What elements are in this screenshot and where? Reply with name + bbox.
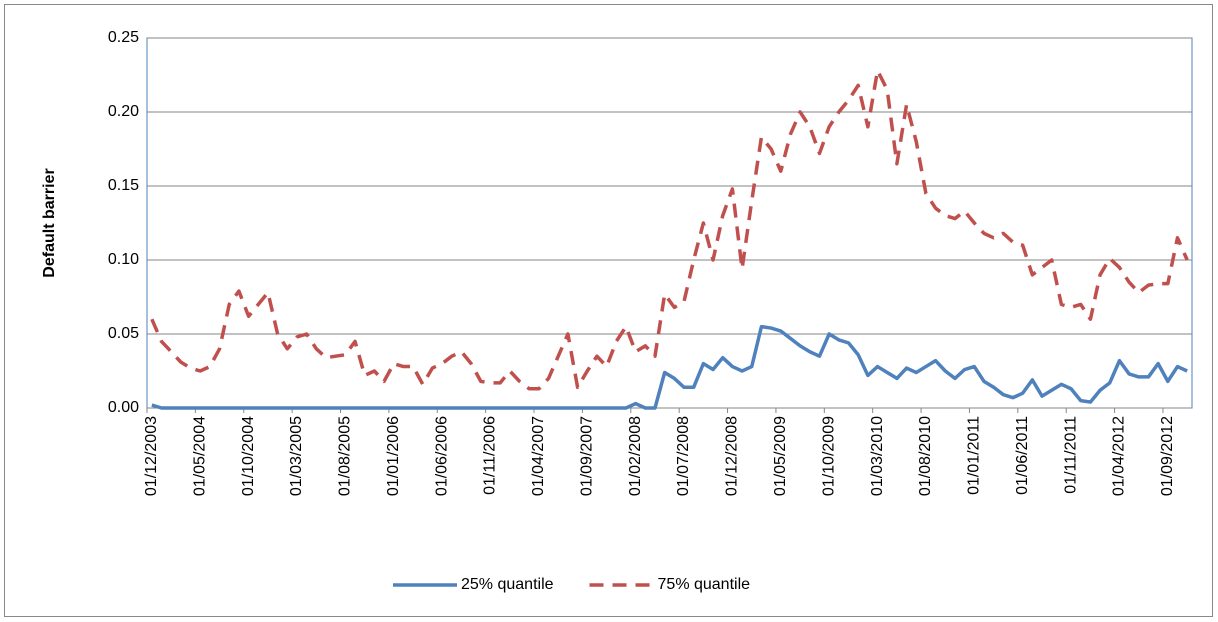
x-tick-label: 01/11/2006 — [482, 416, 499, 495]
series-line — [150, 68, 1189, 391]
x-tick-label: 01/03/2010 — [869, 416, 886, 496]
x-tick-label: 01/09/2007 — [578, 416, 595, 496]
x-tick-label: 01/03/2005 — [288, 416, 305, 496]
x-tick-label: 01/10/2004 — [240, 416, 257, 496]
chart-border — [4, 4, 1213, 617]
y-axis-title: Default barrier — [41, 168, 58, 277]
x-tick-label: 01/04/2012 — [1111, 416, 1128, 496]
y-tick-label: 0.15 — [108, 177, 139, 194]
x-tick-label: 01/10/2009 — [820, 416, 837, 496]
x-tick-label: 01/06/2006 — [433, 416, 450, 496]
legend-label: 25% quantile — [461, 576, 554, 593]
y-tick-label: 0.10 — [108, 251, 139, 268]
x-tick-label: 01/12/2008 — [724, 416, 741, 496]
series-line — [151, 324, 1188, 410]
y-tick-label: 0.05 — [108, 325, 139, 342]
y-tick-label: 0.20 — [108, 103, 139, 120]
x-tick-label: 01/08/2010 — [917, 416, 934, 496]
y-tick-label: 0.25 — [108, 29, 139, 46]
legend-label: 75% quantile — [658, 576, 751, 593]
x-tick-label: 01/05/2004 — [191, 416, 208, 496]
x-tick-label: 01/07/2008 — [675, 416, 692, 496]
x-tick-label: 01/12/2003 — [143, 416, 160, 496]
x-tick-label: 01/06/2011 — [1014, 416, 1031, 495]
x-tick-label: 01/11/2011 — [1062, 416, 1079, 494]
x-tick-label: 01/02/2008 — [627, 416, 644, 496]
x-tick-label: 01/04/2007 — [530, 416, 547, 496]
x-tick-label: 01/09/2012 — [1159, 416, 1176, 496]
x-tick-label: 01/05/2009 — [772, 416, 789, 496]
x-tick-label: 01/01/2006 — [385, 416, 402, 496]
y-tick-label: 0.00 — [108, 399, 139, 416]
x-tick-label: 01/08/2005 — [337, 416, 354, 496]
x-tick-label: 01/01/2011 — [966, 416, 983, 495]
